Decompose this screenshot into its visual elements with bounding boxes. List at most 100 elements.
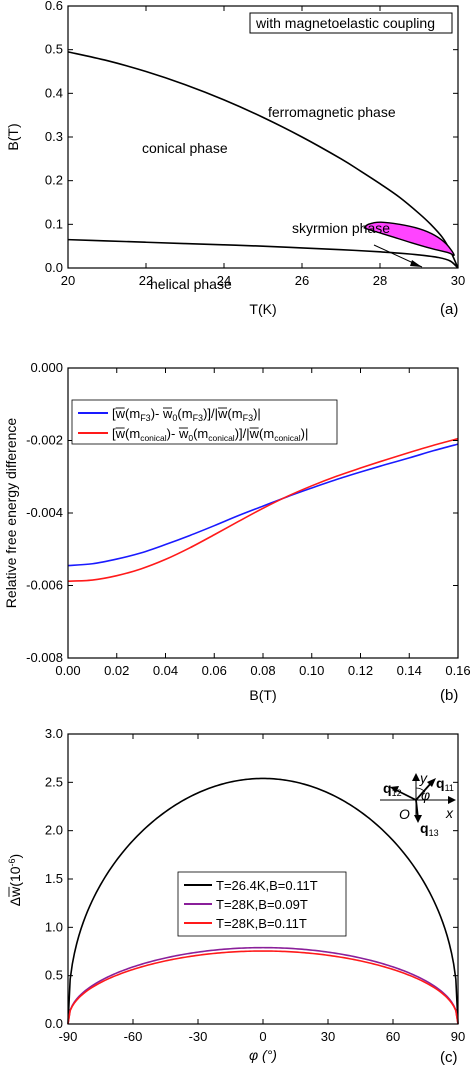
legend-con-m1: (m <box>125 426 140 441</box>
series-line-s3 <box>67 950 459 1025</box>
legend-f3-sub3: F3 <box>243 413 254 423</box>
panel-a-xtick-label: 26 <box>295 273 309 288</box>
panel-b-ytick-label: -0.006 <box>26 578 63 593</box>
panel-a-ytick-label: 0.2 <box>45 173 63 188</box>
annotation-box-text: with magnetoelastic coupling <box>255 15 435 31</box>
series-line-s2 <box>67 946 459 1025</box>
panel-a-xtick-label: 24 <box>217 273 231 288</box>
panel-c-ytick-label: 3.0 <box>45 726 63 741</box>
panel-c-ylabel-exp: -6 <box>7 858 17 866</box>
panel-b-xtick-label: 0.12 <box>348 663 373 678</box>
panel-b-curves <box>67 437 459 582</box>
legend-con-w0: w <box>178 426 189 441</box>
series-line-s1 <box>67 777 459 1025</box>
panel-b: 0.00 0.02 0.04 0.06 0.08 0.10 0.12 0.14 0.16 -0.0… <box>3 360 471 704</box>
legend-label-s3: T=28K,B=0.11T <box>216 916 307 931</box>
legend-label-s1: T=26.4K,B=0.11T <box>216 878 318 893</box>
legend-f3-div: )]/| <box>203 406 218 421</box>
legend-con-div: )]/| <box>235 426 250 441</box>
legend-f3-bracket: [ <box>112 406 116 421</box>
label-conical-phase: conical phase <box>142 140 228 156</box>
panel-a-ticks: 20 22 24 26 28 30 0.0 0.1 0.2 0.3 0.4 0.5 0.6 <box>45 0 465 288</box>
q11-arrowhead <box>427 778 436 787</box>
series-line-F3 <box>67 443 459 567</box>
q12-arrowhead <box>390 786 399 793</box>
phase-boundary-upper_boundary <box>67 51 459 269</box>
legend-f3-w1: w <box>115 406 126 421</box>
legend-overbars <box>115 407 259 429</box>
panel-a-ytick-label: 0.6 <box>45 0 63 13</box>
q12-label: q12 <box>383 780 402 798</box>
panel-c: -90 -60 -30 0 30 60 90 0.0 0.5 1.0 1.5 2.0 2.5 3.0 T=… <box>7 726 465 1066</box>
panel-c-ylabel: Δw(10-6) <box>7 854 23 906</box>
legend-con-m3: (m <box>259 426 274 441</box>
panel-b-ticks: 0.00 0.02 0.04 0.06 0.08 0.10 0.12 0.14 0.16 -0.0… <box>26 360 471 678</box>
panel-c-label: (c) <box>440 1049 458 1066</box>
q11-q: q <box>436 775 445 791</box>
panel-c-xlabel: φ (°) <box>249 1047 277 1063</box>
inset-phi-label: φ <box>421 787 430 803</box>
panel-c-xtick-label: -30 <box>189 1029 208 1044</box>
panel-c-ytick-label: 2.5 <box>45 774 63 789</box>
legend-label-s2: T=28K,B=0.09T <box>216 897 308 912</box>
panel-b-xtick-label: 0.04 <box>153 663 178 678</box>
legend-con-sub2: conical <box>208 433 235 443</box>
label-ferromagnetic-phase: ferromagnetic phase <box>268 104 396 120</box>
panel-a-ytick-label: 0.1 <box>45 216 63 231</box>
legend-con-end: )| <box>301 426 309 441</box>
panel-a-ylabel: B(T) <box>5 123 21 150</box>
panel-a-ytick-label: 0.3 <box>45 129 63 144</box>
panel-b-xtick-label: 0.08 <box>250 663 275 678</box>
panel-c-xtick-label: 30 <box>321 1029 335 1044</box>
panel-c-ylabel-w: w <box>7 886 23 898</box>
panel-a-xlabel: T(K) <box>249 301 276 317</box>
panel-c-ylabel-close: ) <box>7 854 23 859</box>
inset-y-label: y <box>419 770 428 786</box>
panel-c-ytick-label: 0.5 <box>45 968 63 983</box>
panel-a-xtick-label: 20 <box>61 273 75 288</box>
panel-b-legend: [w(mF3)- w0(mF3)]/|w(mF3)| [w(mconical)-… <box>71 399 338 445</box>
panel-c-ytick-label: 0.0 <box>45 1016 63 1031</box>
panel-a-ytick-label: 0.0 <box>45 260 63 275</box>
legend-label-conical: [w(mconical)- w0(mconical)]/|w(mconical)… <box>112 426 308 443</box>
panel-c-curves <box>8 777 459 1025</box>
legend-f3-sub1: F3 <box>140 413 151 423</box>
panel-b-xtick-label: 0.10 <box>299 663 324 678</box>
panel-c-ticks: -90 -60 -30 0 30 60 90 0.0 0.5 1.0 1.5 2.0 2.5 3.0 <box>45 726 465 1044</box>
legend-f3-w0: w <box>162 406 173 421</box>
legend-con-bracket: [ <box>112 426 116 441</box>
panel-b-xlabel: B(T) <box>249 687 276 703</box>
q13-label: q13 <box>420 820 439 838</box>
panel-b-legend-box <box>71 399 338 445</box>
panel-a-curves <box>67 51 459 269</box>
panel-c-xtick-label: -90 <box>59 1029 78 1044</box>
panel-b-xtick-label: 0.02 <box>104 663 129 678</box>
panel-b-ylabel: Relative free energy difference <box>3 418 19 609</box>
q12-sub: 12 <box>392 788 402 798</box>
q13-sub: 13 <box>429 828 439 838</box>
inset-x-arrowhead <box>448 796 456 804</box>
inset-origin-label: O <box>399 806 410 822</box>
legend-con-m2: (m <box>193 426 208 441</box>
panel-c-legend: T=26.4K,B=0.11T T=28K,B=0.09T T=28K,B=0.… <box>177 871 347 937</box>
q13-arrowhead <box>414 815 422 823</box>
panel-b-xtick-label: 0.06 <box>202 663 227 678</box>
inset-y-arrowhead <box>412 773 420 781</box>
phase-boundary-lower_boundary <box>67 238 459 269</box>
legend-f3-minus: )- <box>151 406 163 421</box>
panel-c-xtick-label: 90 <box>451 1029 465 1044</box>
legend-f3-w2: w <box>217 406 228 421</box>
legend-f3-m1: (m <box>125 406 140 421</box>
legend-f3-sub2: F3 <box>193 413 204 423</box>
panel-a-xtick-label: 22 <box>139 273 153 288</box>
panel-a-ytick-label: 0.5 <box>45 42 63 57</box>
skyrmion-pocket <box>363 221 455 257</box>
legend-con-sub3: conical <box>274 433 301 443</box>
panel-b-ytick-label: 0.000 <box>30 360 63 375</box>
panel-a-ytick-label: 0.4 <box>45 85 63 100</box>
phi-arc <box>415 787 426 793</box>
panel-a: 20 22 24 26 28 30 0.0 0.1 0.2 0.3 0.4 0.5 0.6 with m… <box>5 0 465 318</box>
legend-f3-m3: (m <box>227 406 242 421</box>
q13-q: q <box>420 820 429 836</box>
panel-c-ytick-label: 2.0 <box>45 823 63 838</box>
